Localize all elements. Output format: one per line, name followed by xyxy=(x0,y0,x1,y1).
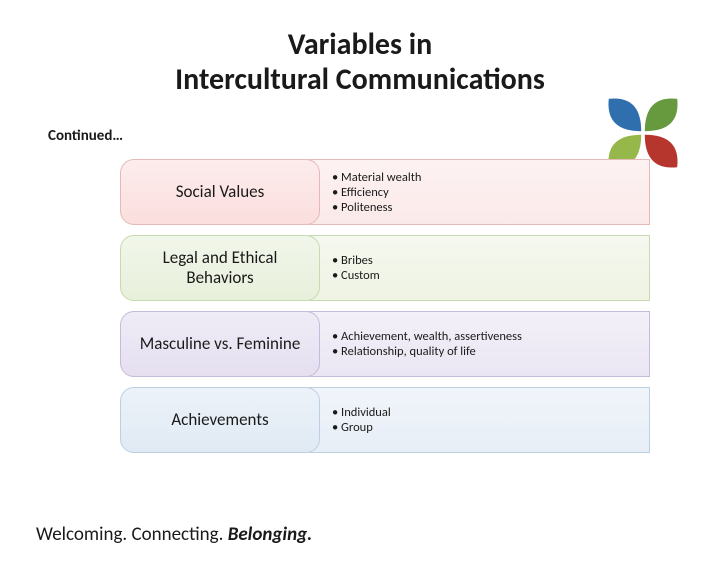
tagline-word: Welcoming. xyxy=(36,523,131,546)
row-label: Social Values xyxy=(120,159,320,225)
tagline-word: Connecting. xyxy=(131,523,227,546)
bullet: • Bribes xyxy=(332,253,649,268)
row-bullets: • Material wealth • Efficiency • Politen… xyxy=(308,159,650,225)
row-label: Legal and Ethical Behaviors xyxy=(120,235,320,301)
bullet: • Individual xyxy=(332,405,649,420)
bullet: • Material wealth xyxy=(332,170,649,185)
list-item: Legal and Ethical Behaviors • Bribes • C… xyxy=(120,235,650,301)
bullet: • Efficiency xyxy=(332,185,649,200)
bullet: • Relationship, quality of life xyxy=(332,344,649,359)
row-label: Masculine vs. Feminine xyxy=(120,311,320,377)
tagline: Welcoming. Connecting. Belonging. xyxy=(36,523,312,546)
bullet: • Politeness xyxy=(332,200,649,215)
row-bullets: • Individual • Group xyxy=(308,387,650,453)
list-item: Social Values • Material wealth • Effici… xyxy=(120,159,650,225)
tagline-word-emph: Belonging. xyxy=(228,523,313,546)
row-label: Achievements xyxy=(120,387,320,453)
bullet: • Custom xyxy=(332,268,649,283)
title-line-1: Variables in xyxy=(288,26,433,63)
list-item: Masculine vs. Feminine • Achievement, we… xyxy=(120,311,650,377)
variable-list: Social Values • Material wealth • Effici… xyxy=(120,159,650,453)
bullet: • Achievement, wealth, assertiveness xyxy=(332,329,649,344)
row-bullets: • Achievement, wealth, assertiveness • R… xyxy=(308,311,650,377)
bullet: • Group xyxy=(332,420,649,435)
title-line-2: Intercultural Communications xyxy=(175,61,545,98)
list-item: Achievements • Individual • Group xyxy=(120,387,650,453)
slide-title: Variables in Intercultural Communication… xyxy=(0,28,720,97)
row-bullets: • Bribes • Custom xyxy=(308,235,650,301)
